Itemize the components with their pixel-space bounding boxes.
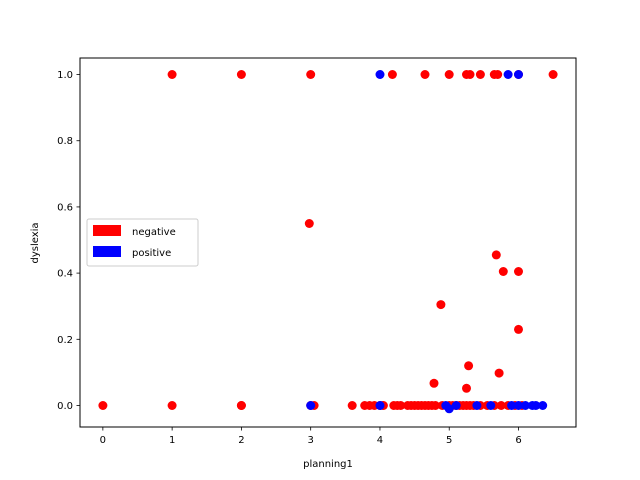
y-axis-ticks: 0.0 0.2 0.4 0.6 0.8 1.0 bbox=[57, 70, 80, 412]
point-negative-45 bbox=[420, 70, 430, 79]
point-negative-6 bbox=[236, 70, 246, 79]
point-positive-8 bbox=[514, 401, 523, 410]
y-tick-label: 0.6 bbox=[57, 202, 73, 213]
point-positive-1 bbox=[375, 401, 385, 410]
x-tick-label: 6 bbox=[515, 435, 521, 446]
point-negative-54 bbox=[429, 378, 439, 388]
point-negative-7 bbox=[306, 70, 316, 79]
point-positive-6 bbox=[486, 401, 496, 410]
point-positive-0 bbox=[306, 401, 316, 410]
point-positive-7 bbox=[507, 401, 517, 410]
legend-swatch-positive bbox=[93, 246, 121, 257]
point-negative-44 bbox=[387, 70, 397, 79]
point-negative-5 bbox=[167, 70, 177, 79]
point-negative-3 bbox=[236, 401, 246, 410]
x-tick-label: 0 bbox=[100, 435, 106, 446]
legend-label-positive: positive bbox=[132, 248, 171, 259]
point-negative-56 bbox=[462, 383, 471, 393]
x-tick-label: 2 bbox=[238, 435, 244, 446]
point-negative-55 bbox=[436, 300, 446, 310]
x-tick-label: 3 bbox=[307, 435, 313, 446]
legend-swatch-negative bbox=[93, 225, 121, 236]
point-negative-8 bbox=[304, 219, 314, 228]
point-positive-11 bbox=[531, 401, 541, 410]
point-positive-3 bbox=[444, 404, 454, 414]
point-positive-15 bbox=[514, 70, 523, 79]
point-negative-60 bbox=[498, 267, 508, 276]
point-negative-58 bbox=[491, 250, 501, 260]
point-negative-1 bbox=[167, 401, 177, 410]
point-negative-51 bbox=[493, 70, 503, 79]
y-tick-label: 0.0 bbox=[57, 401, 73, 412]
point-negative-61 bbox=[514, 267, 523, 276]
x-axis-label: planning1 bbox=[303, 459, 353, 470]
point-positive-14 bbox=[503, 70, 513, 79]
point-positive-5 bbox=[472, 401, 482, 410]
point-negative-57 bbox=[464, 361, 474, 371]
y-tick-label: 0.8 bbox=[57, 136, 73, 147]
point-negative-27 bbox=[430, 401, 440, 410]
y-tick-label: 1.0 bbox=[57, 70, 73, 81]
point-positive-12 bbox=[538, 401, 548, 410]
plot-area bbox=[79, 57, 577, 428]
point-negative-0 bbox=[98, 401, 108, 410]
y-axis-label: dyslexia bbox=[30, 222, 41, 263]
x-tick-label: 4 bbox=[377, 435, 383, 446]
x-tick-label: 1 bbox=[169, 435, 175, 446]
legend-label-negative: negative bbox=[132, 227, 176, 238]
point-negative-49 bbox=[475, 70, 485, 79]
point-negative-48 bbox=[465, 70, 475, 79]
x-axis-ticks: 0 1 2 3 4 5 6 bbox=[100, 427, 522, 446]
y-tick-label: 0.2 bbox=[57, 335, 73, 346]
point-negative-40 bbox=[496, 401, 506, 410]
data-points bbox=[98, 70, 558, 414]
y-tick-label: 0.4 bbox=[57, 269, 73, 280]
point-positive-9 bbox=[520, 401, 530, 410]
legend: negative positive bbox=[86, 218, 199, 267]
point-negative-18 bbox=[396, 401, 406, 410]
point-negative-10 bbox=[347, 401, 357, 410]
point-negative-46 bbox=[444, 70, 454, 79]
point-negative-53 bbox=[548, 70, 558, 79]
point-negative-62 bbox=[514, 324, 523, 334]
point-negative-59 bbox=[494, 368, 504, 378]
x-tick-label: 5 bbox=[446, 435, 452, 446]
point-positive-4 bbox=[451, 401, 461, 410]
point-positive-13 bbox=[375, 70, 385, 79]
